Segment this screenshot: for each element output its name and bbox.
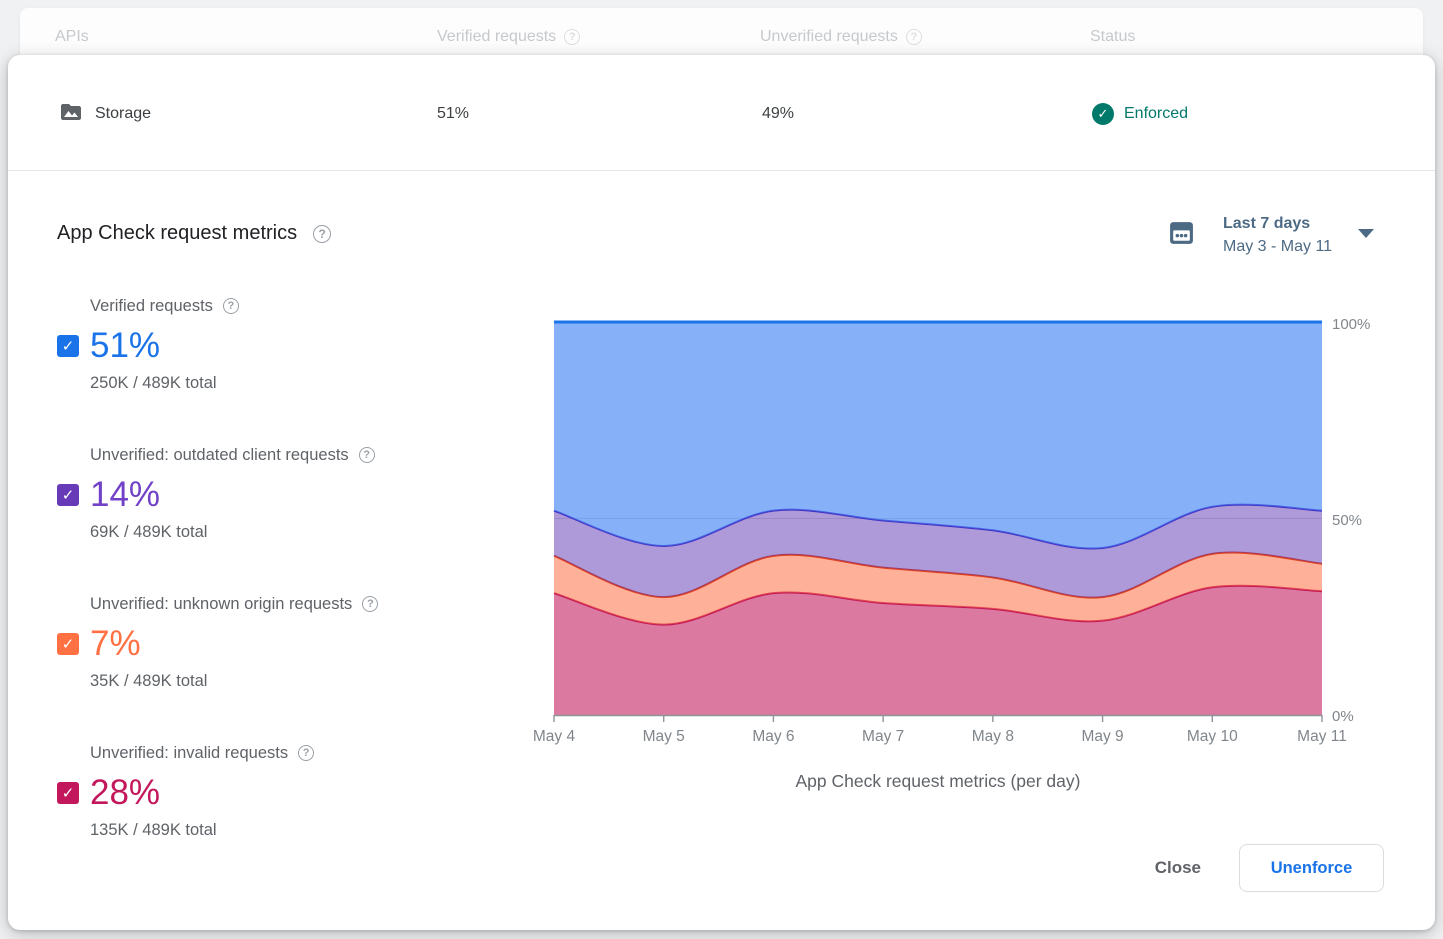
calendar-icon xyxy=(1170,222,1193,244)
metric-detail: 135K / 489K total xyxy=(90,821,217,839)
metric-detail: 250K / 489K total xyxy=(90,374,217,392)
divider xyxy=(8,170,1435,171)
api-name: Storage xyxy=(95,105,152,122)
status-cell: Enforced xyxy=(1092,101,1188,127)
unverified-percent: 49% xyxy=(762,105,795,122)
unverified-percent-cell: 49% xyxy=(762,101,794,127)
y-axis-tick-0: 0% xyxy=(1332,708,1354,725)
page-title: App Check request metrics xyxy=(57,222,298,244)
help-icon xyxy=(905,29,922,45)
verified-percent: 51% xyxy=(437,105,470,122)
metric-summary-list: Verified requests 51% 250K / 489K total … xyxy=(57,296,497,892)
metric-invalid: Unverified: invalid requests 28% 135K / … xyxy=(57,743,497,840)
svg-text:May 6: May 6 xyxy=(752,728,794,745)
help-icon[interactable] xyxy=(222,298,239,314)
metric-percent: 7% xyxy=(90,624,141,663)
app-check-metrics-dialog: Storage 51% 49% Enforced App Check reque… xyxy=(8,55,1435,930)
svg-text:May 10: May 10 xyxy=(1187,728,1238,745)
metric-label: Unverified: invalid requests xyxy=(90,743,289,762)
metric-percent: 51% xyxy=(90,326,161,365)
api-row-storage: Storage xyxy=(57,101,151,127)
y-axis-tick-100: 100% xyxy=(1332,316,1371,333)
date-range-dates: May 3 - May 11 xyxy=(1223,238,1333,255)
svg-text:May 5: May 5 xyxy=(643,728,685,745)
metric-checkbox[interactable] xyxy=(57,484,79,506)
metric-label: Unverified: unknown origin requests xyxy=(90,594,353,613)
date-range-picker[interactable]: Last 7 days May 3 - May 11 xyxy=(1168,213,1375,259)
metric-label: Verified requests xyxy=(90,296,213,315)
metric-detail: 35K / 489K total xyxy=(90,672,208,690)
stacked-area-chart: May 4 May 5 May 6 May 7 May 8 May 9 May 10 May … xyxy=(533,320,1347,745)
date-range-label: Last 7 days xyxy=(1223,215,1311,232)
unenforce-button[interactable]: Unenforce xyxy=(1239,844,1384,892)
close-button[interactable]: Close xyxy=(1131,848,1225,888)
metric-checkbox[interactable] xyxy=(57,335,79,357)
metric-detail: 69K / 489K total xyxy=(90,523,208,541)
verified-percent-cell: 51% xyxy=(437,101,469,127)
storage-media-icon xyxy=(61,104,81,120)
metric-checkbox[interactable] xyxy=(57,782,79,804)
enforced-check-icon xyxy=(1092,103,1114,125)
chart-caption: App Check request metrics (per day) xyxy=(795,771,1081,791)
svg-text:May 7: May 7 xyxy=(862,728,904,745)
help-icon[interactable] xyxy=(298,745,315,761)
metric-checkbox[interactable] xyxy=(57,633,79,655)
bg-header-label: Status xyxy=(1090,28,1136,45)
bg-header-unverified: Unverified requests xyxy=(760,28,922,46)
help-icon[interactable] xyxy=(358,447,375,463)
help-icon[interactable] xyxy=(313,224,332,243)
metric-unknown-origin: Unverified: unknown origin requests 7% 3… xyxy=(57,594,497,691)
svg-text:May 9: May 9 xyxy=(1081,728,1123,745)
metric-outdated-client: Unverified: outdated client requests 14%… xyxy=(57,445,497,542)
help-icon xyxy=(564,29,581,45)
chevron-down-icon xyxy=(1358,229,1375,238)
metric-percent: 14% xyxy=(90,475,161,514)
bg-header-verified: Verified requests xyxy=(437,28,581,46)
status-badge: Enforced xyxy=(1124,105,1189,122)
metric-label: Unverified: outdated client requests xyxy=(90,445,349,464)
metric-percent: 28% xyxy=(90,773,161,812)
bg-header-label: Unverified requests xyxy=(760,28,898,45)
metric-verified: Verified requests 51% 250K / 489K total xyxy=(57,296,497,393)
help-icon[interactable] xyxy=(362,596,379,612)
bg-header-label: Verified requests xyxy=(437,28,557,45)
svg-text:May 11: May 11 xyxy=(1297,728,1347,745)
svg-text:May 8: May 8 xyxy=(972,728,1014,745)
svg-text:May 4: May 4 xyxy=(533,728,576,745)
y-axis-tick-50: 50% xyxy=(1332,512,1363,529)
bg-header-label: APIs xyxy=(55,28,89,45)
bg-header-status: Status xyxy=(1090,28,1135,46)
bg-header-apis: APIs xyxy=(55,28,89,46)
